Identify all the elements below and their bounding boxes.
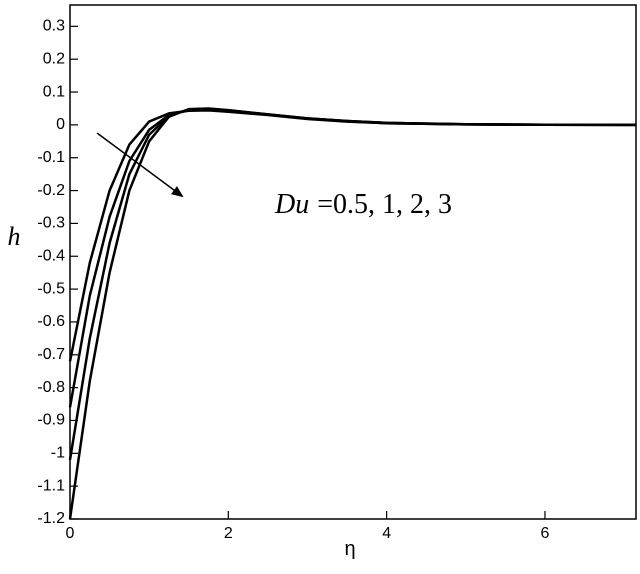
y-tick-label: -0.5	[37, 280, 65, 297]
y-tick-label: 0	[56, 116, 65, 133]
y-tick-label: -0.9	[37, 412, 65, 429]
y-tick-label: -1.2	[37, 510, 65, 527]
x-tick-label: 4	[382, 525, 391, 542]
y-tick-label: -1	[51, 445, 65, 462]
y-tick-label: 0.1	[43, 83, 65, 100]
y-tick-label: -0.2	[37, 182, 65, 199]
y-tick-label: -1.1	[37, 477, 65, 494]
y-tick-label: 0.2	[43, 50, 65, 67]
curve	[68, 108, 637, 408]
annotation-text: =0.5, 1, 2, 3	[317, 189, 452, 220]
curve	[68, 107, 637, 461]
y-tick-label: -0.8	[37, 379, 65, 396]
annotation: Du =0.5, 1, 2, 3	[274, 189, 452, 220]
y-tick-label: -0.6	[37, 313, 65, 330]
x-axis-label: η	[344, 538, 355, 560]
y-tick-label: -0.4	[37, 247, 65, 264]
y-tick-label: -0.3	[37, 215, 65, 232]
annotation-var: Du	[274, 189, 309, 220]
curve	[68, 109, 637, 362]
x-tick-label: 6	[541, 525, 550, 542]
y-tick-label: -0.7	[37, 346, 65, 363]
y-tick-label: 0.3	[43, 18, 65, 35]
y-axis-label: h	[8, 222, 21, 251]
y-tick-label: -0.1	[37, 149, 65, 166]
x-tick-label: 0	[66, 525, 75, 542]
plot-frame	[69, 4, 637, 520]
x-tick-label: 2	[224, 525, 233, 542]
curve	[68, 107, 637, 520]
